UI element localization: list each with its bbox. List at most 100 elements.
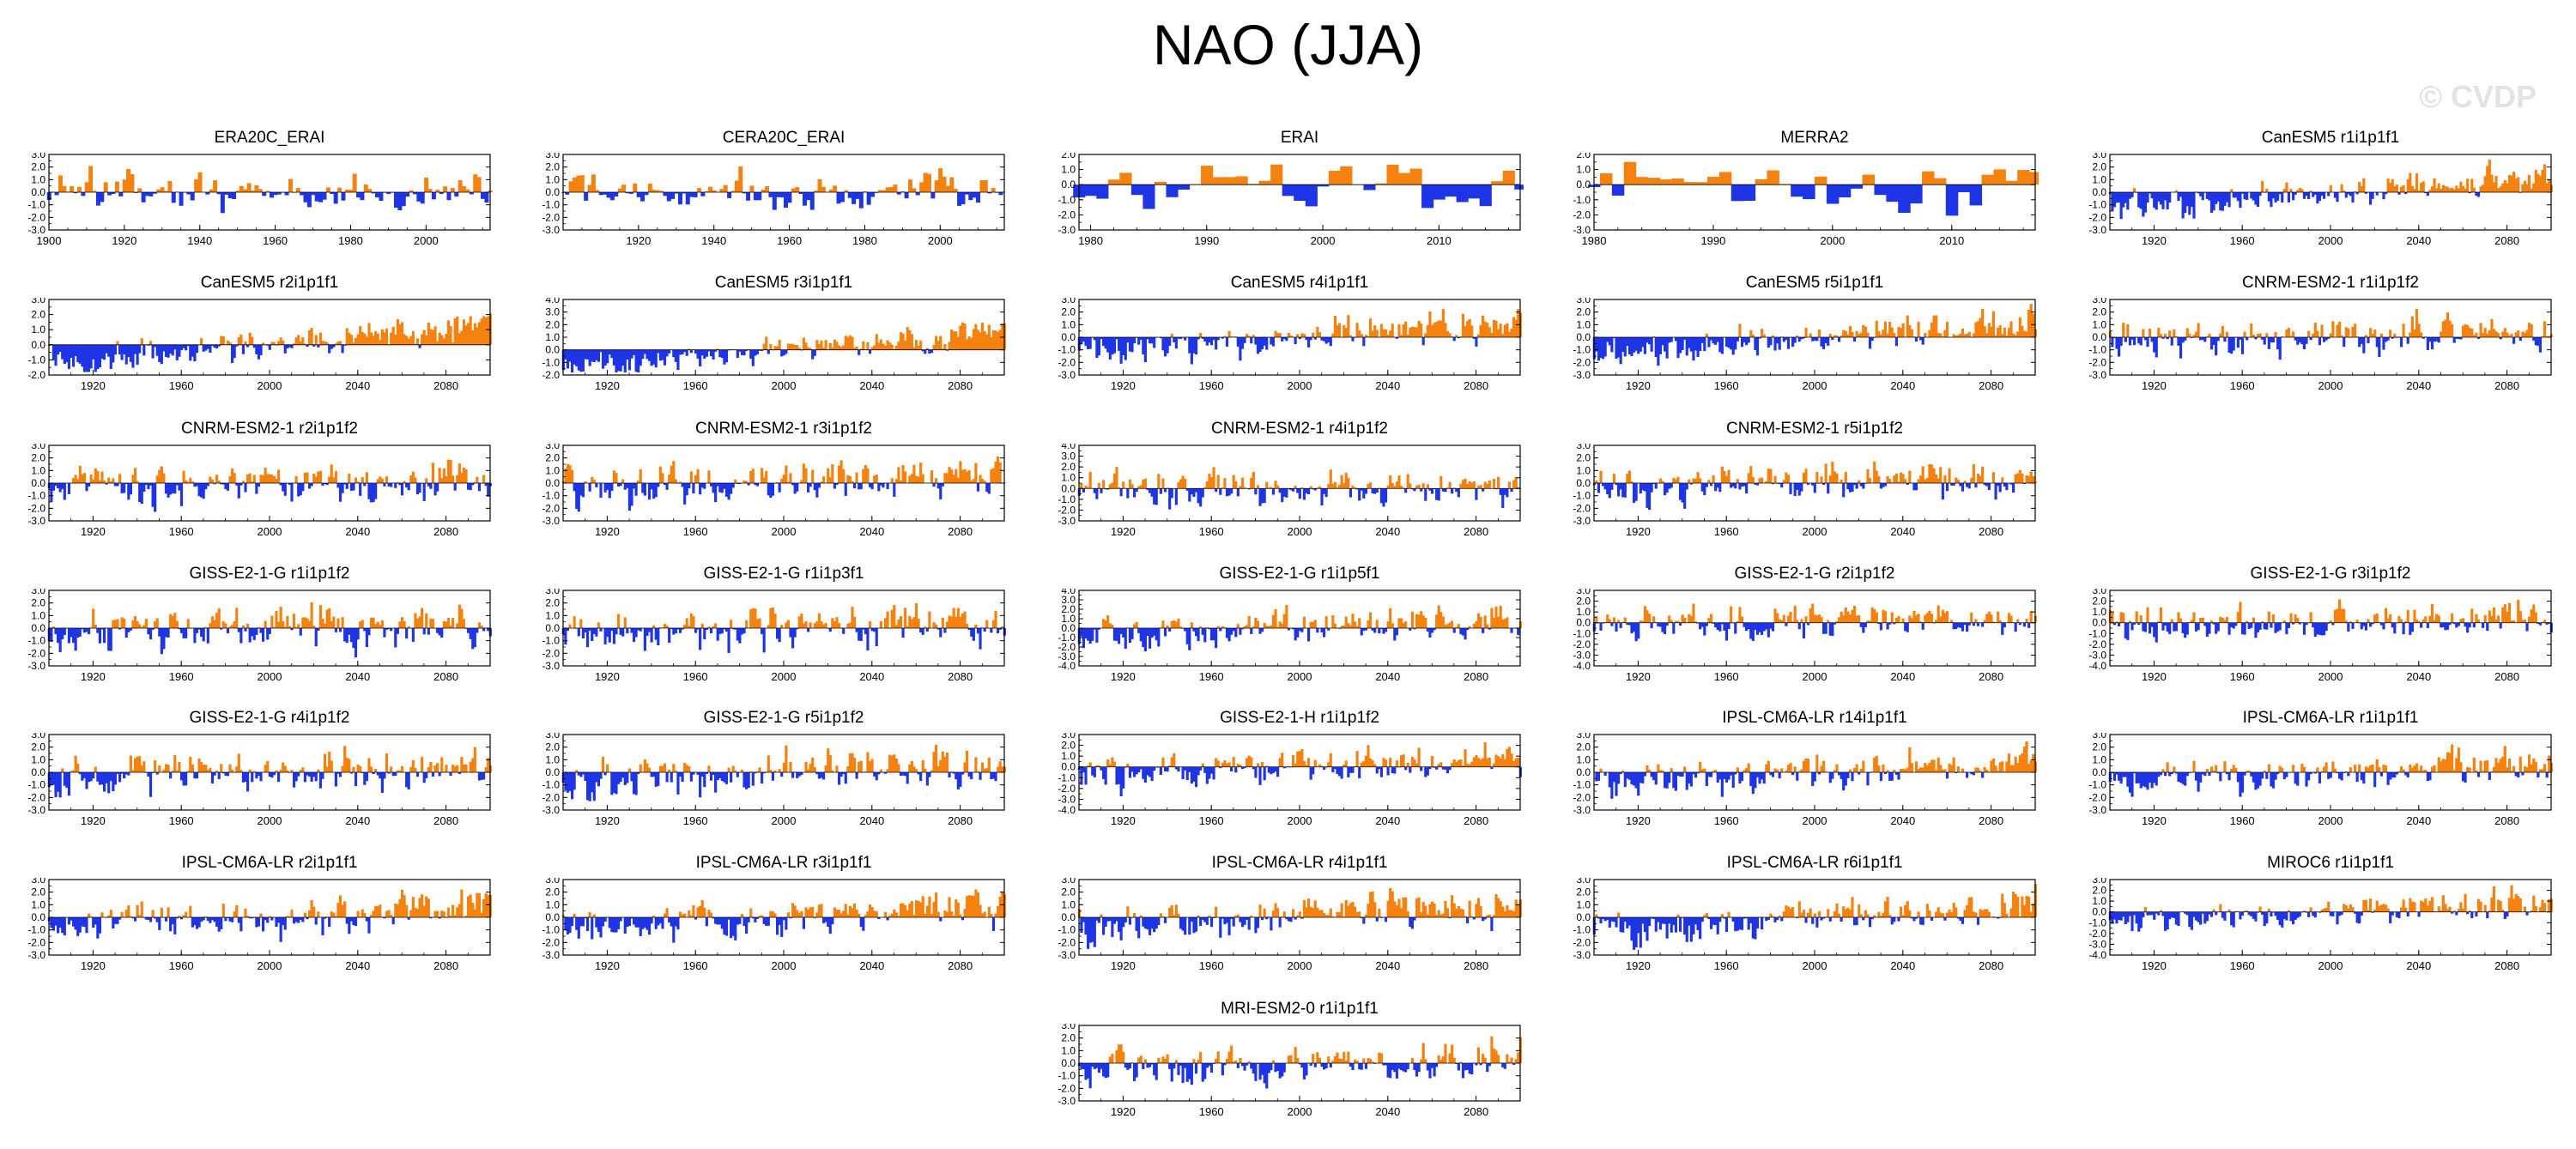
panel-13-bar [1472,481,1476,489]
panel-7-bar [815,340,819,350]
panel-18-bar [1765,622,1768,630]
panel-11-bar [239,483,243,486]
panel-16-bar [932,622,936,628]
panel-16-bar [767,625,770,628]
panel-11-bar [264,467,267,483]
panel-14-bar [1862,483,1865,489]
panel-7-bar [837,345,841,350]
panel-18-bar [1963,622,1967,626]
panel-11-bar [257,483,261,487]
panel-17-bar [1424,617,1427,628]
panel-3-ytick-label: -2.0 [1058,209,1076,221]
panel-9-bar [1859,332,1863,337]
panel-10-bar [2296,337,2300,345]
panel-16-bar [694,628,698,633]
panel-7-bar [754,349,757,356]
panel-5-bar [2223,192,2227,206]
panel-6-bar [473,323,476,345]
panel-18-bar [1699,622,1702,630]
panel-7-bar [824,340,827,350]
panel-6-bar [67,344,71,369]
panel-17-bar [1082,628,1086,649]
panel-19-xtick-label: 2080 [2494,670,2519,683]
panel-11-bar [206,483,209,487]
panel-8-bar [1331,333,1335,337]
panel-14-bar [1985,483,1989,487]
panel-17-bar [1163,628,1167,637]
panel-12-bar [657,483,660,487]
panel-6-bar [164,344,168,357]
panel-2-bar [907,179,912,192]
panel-11-bar [58,483,62,493]
panel-17-bar [1250,628,1253,634]
panel-7-bar [943,343,947,350]
panel-20-ytick-label: 0.0 [31,766,45,778]
panel-18-bar [1804,616,1808,623]
panel-19-bar [2430,604,2434,623]
panel-6-bar [372,336,375,345]
panel-12-bar [886,483,889,490]
panel-19-bar [2523,620,2527,623]
panel-6-bar [129,344,132,362]
panel-16-series [561,602,1006,653]
panel-2-bar [798,192,803,194]
panel-13-bar [1409,483,1412,489]
panel-15-bar [246,623,250,628]
panel-5-bar [2364,192,2367,194]
panel-19-bar [2230,622,2234,628]
panel-2-bar [930,192,936,199]
panel-17-bar [1312,621,1315,628]
panel-15-bar [390,628,393,632]
panel-19-bar [2521,620,2524,623]
panel-18-bar [1626,622,1629,626]
panel-12-bar [575,483,579,510]
panel-15-bar [476,628,479,633]
panel-9-bar [1985,333,1989,337]
panel-5-bar [2219,192,2222,211]
panel-17-bar [1476,613,1481,628]
panel-9-bar [1754,337,1757,350]
panel-1-ytick-label: -2.0 [27,211,45,223]
panel-18-bar [1621,621,1625,623]
panel-20-bar [372,772,375,775]
panel-13-bar [1197,488,1200,504]
panel-19-bar [2227,622,2231,635]
panel-7-bar [976,330,980,350]
panel-12-bar [720,483,724,493]
panel-14-bar [1848,483,1852,493]
panel-7-bar [681,349,684,354]
panel-18-bar [1755,622,1760,635]
panel-20-bar [131,770,135,772]
panel-13-bar [1278,488,1282,493]
panel-11-bar [185,480,188,483]
panel-4-ytick-label: -2.0 [1573,209,1591,221]
panel-8-series [1077,309,1522,365]
panel-13-bar [1254,488,1258,495]
panel-20-bar [158,765,161,772]
panel-14-bar [1751,476,1755,483]
panel-18-bar [1712,622,1715,624]
panel-17-bar [1190,622,1193,628]
panel-19-bar [2254,622,2258,638]
panel-20-bar [148,772,153,797]
panel-19-bar [2199,617,2203,623]
panel-5-bar [2316,192,2319,204]
panel-12-bar [654,483,658,498]
panel-8-bar [1409,327,1412,337]
panel-19-bar [2413,609,2416,623]
panel-19-bar [2118,622,2121,626]
panel-6-bar [191,344,194,357]
panel-8-xtick-label: 1960 [1199,379,1224,392]
panel-15-bar [345,628,349,644]
panel-21-bar [595,772,598,783]
panel-8-bar [1084,337,1088,347]
panel-1-bar [107,192,112,196]
panel-15-bar [266,628,270,640]
panel-5-bar [2111,192,2114,212]
panel-19-bar [2132,622,2137,625]
panel-20-bar [78,772,82,775]
panel-11-bar [462,467,466,483]
panel-12-bar [674,479,677,483]
panel-13-bar [1216,475,1220,489]
